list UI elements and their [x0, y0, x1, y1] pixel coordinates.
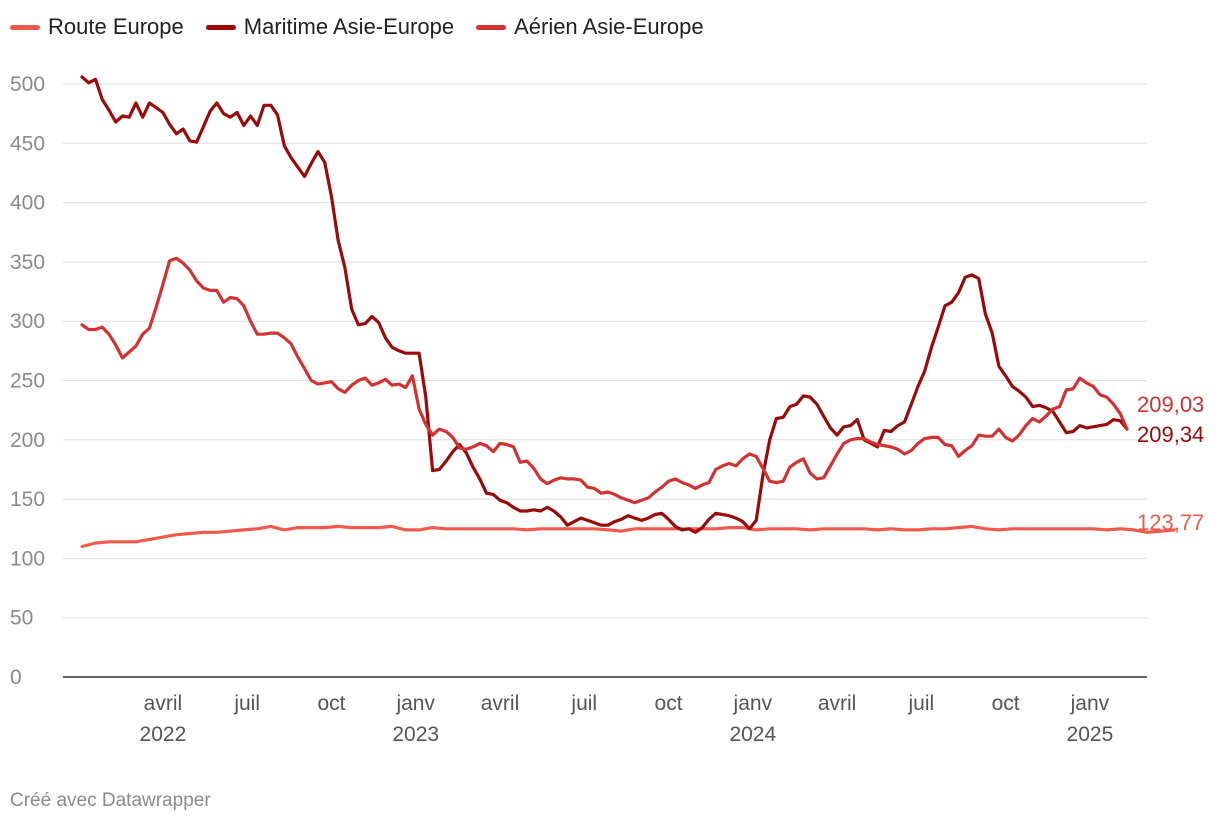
x-tick-label-10: oct: [992, 692, 1020, 715]
x-tick-label-2: oct: [317, 692, 345, 715]
series-line-0: [80, 524, 1176, 549]
legend-swatch-aerien: [476, 24, 507, 30]
y-tick-label-400: 400: [10, 192, 45, 215]
end-label-1: 209,34: [1137, 422, 1204, 447]
legend-label-maritime: Maritime Asie-Europe: [243, 14, 455, 39]
y-tick-label-450: 450: [10, 132, 45, 155]
x-tick-label-11: janv: [1070, 692, 1110, 715]
y-tick-label-100: 100: [10, 547, 45, 570]
legend-item-route-europe[interactable]: Route Europe: [10, 14, 184, 40]
legend-swatch-route-europe: [10, 24, 40, 30]
x-tick-label-4: avril: [481, 692, 520, 715]
series-line-2: [80, 256, 1129, 505]
x-tick-year-0: 2022: [140, 723, 187, 746]
x-tick-year-3: 2023: [392, 723, 439, 746]
x-tick-label-3: janv: [395, 692, 435, 715]
y-tick-label-200: 200: [10, 429, 45, 452]
y-tick-label-0: 0: [10, 666, 22, 689]
x-tick-label-1: juil: [233, 692, 260, 715]
legend-label-route-europe: Route Europe: [48, 14, 184, 39]
y-tick-label-150: 150: [10, 488, 45, 511]
x-tick-label-5: juil: [570, 692, 597, 715]
legend: Route Europe Maritime Asie-Europe Aérien…: [10, 14, 704, 40]
end-label-2: 209,03: [1137, 392, 1204, 417]
x-tick-label-0: avril: [144, 692, 183, 715]
x-tick-label-8: avril: [818, 692, 857, 715]
x-tick-label-9: juil: [908, 692, 935, 715]
y-tick-label-300: 300: [10, 310, 45, 333]
x-tick-year-11: 2025: [1067, 723, 1114, 746]
legend-swatch-maritime: [205, 24, 236, 30]
series-line-1: [80, 75, 1129, 534]
legend-label-aerien: Aérien Asie-Europe: [514, 14, 704, 39]
x-tick-label-7: janv: [733, 692, 773, 715]
x-tick-label-6: oct: [655, 692, 683, 715]
end-label-0: 123,77: [1137, 510, 1204, 535]
y-tick-label-500: 500: [10, 73, 45, 96]
y-tick-label-250: 250: [10, 370, 45, 393]
legend-item-maritime[interactable]: Maritime Asie-Europe: [205, 14, 455, 40]
y-tick-label-350: 350: [10, 251, 45, 274]
legend-item-aerien[interactable]: Aérien Asie-Europe: [476, 14, 704, 40]
credit-text: Créé avec Datawrapper: [10, 790, 211, 811]
x-tick-year-7: 2024: [729, 723, 776, 746]
y-tick-label-50: 50: [10, 607, 33, 630]
